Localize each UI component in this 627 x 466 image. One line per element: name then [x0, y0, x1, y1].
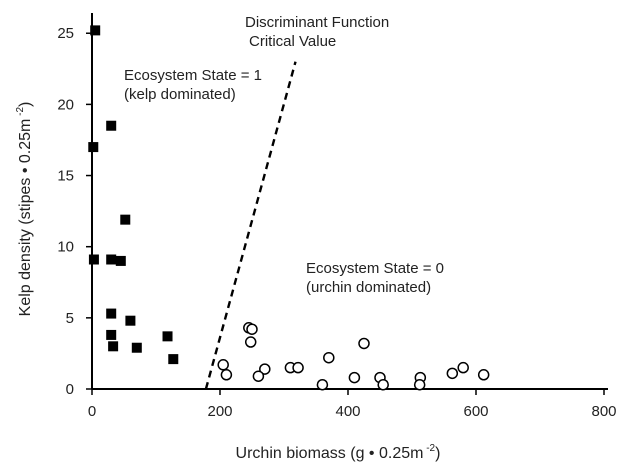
data-point-circle [413, 378, 426, 391]
data-point-square [120, 214, 131, 225]
data-point-circle [244, 336, 257, 348]
x-tick-label: 600 [463, 403, 488, 420]
annotation-critical-value-line-1: Discriminant Function [245, 14, 389, 31]
annotation-urchin-dominated-line-2: (urchin dominated) [306, 279, 431, 296]
x-tick-label: 800 [591, 403, 616, 420]
data-point-square [125, 315, 136, 326]
data-point-square [88, 142, 99, 153]
annotation-kelp-dominated-line-2: (kelp dominated) [124, 86, 236, 103]
data-point-circle [358, 337, 370, 350]
annotation-urchin-dominated-line-1: Ecosystem State = 0 [306, 260, 444, 277]
data-point-square [108, 341, 119, 352]
y-tick-label: 10 [57, 239, 74, 256]
data-point-square [168, 354, 179, 365]
x-tick-label: 200 [207, 403, 232, 420]
annotation-kelp-dominated-line-1: Ecosystem State = 1 [124, 67, 262, 84]
data-point-circle [477, 369, 490, 381]
y-tick-label: 25 [57, 25, 74, 42]
data-point-circle [377, 378, 389, 391]
data-point-circle [259, 363, 271, 375]
x-axis-title: Urchin biomass (g • 0.25m -2) [236, 443, 441, 462]
x-tick-label: 0 [88, 403, 96, 420]
y-axis-title: Kelp density (stipes • 0.25m -2) [15, 102, 34, 317]
y-tick-label: 20 [57, 96, 74, 113]
data-point-circle [316, 378, 329, 391]
data-point-circle [323, 351, 335, 364]
data-point-square [106, 120, 117, 131]
data-point-circle [217, 359, 229, 371]
discriminant-line [204, 61, 297, 390]
data-point-square [115, 255, 126, 266]
data-point-square [131, 342, 142, 353]
annotation-critical-value-line-2: Critical Value [249, 33, 336, 50]
y-tick-label: 15 [57, 168, 74, 185]
data-point-square [88, 254, 99, 265]
x-tick-label: 400 [335, 403, 360, 420]
data-point-circle [220, 369, 233, 381]
data-point-circle [446, 367, 459, 380]
data-point-circle [457, 361, 469, 374]
data-point-square [90, 25, 101, 36]
data-point-square [106, 308, 117, 319]
data-point-circle [246, 323, 258, 335]
y-tick-label: 0 [66, 381, 74, 398]
data-point-circle [252, 370, 265, 382]
data-point-square [106, 254, 117, 265]
y-tick-label: 5 [66, 310, 74, 327]
data-point-square [162, 331, 173, 342]
data-point-circle [348, 371, 361, 384]
data-point-circle [292, 361, 304, 374]
data-point-square [106, 329, 117, 340]
